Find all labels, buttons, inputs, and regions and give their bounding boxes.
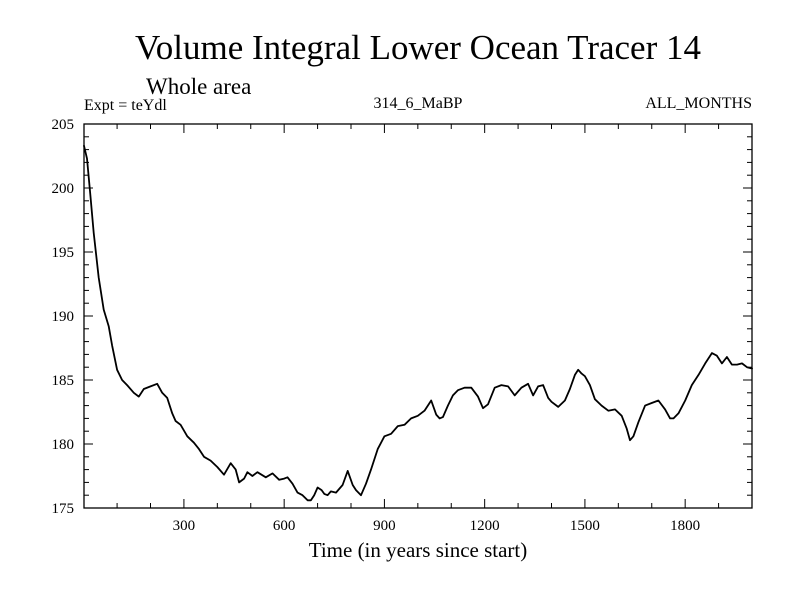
chart-title: Volume Integral Lower Ocean Tracer 14	[135, 28, 701, 67]
y-tick-label: 200	[52, 181, 75, 197]
y-tick-label: 195	[52, 245, 75, 261]
expt-label: Expt = teYdl	[84, 97, 167, 114]
x-tick-label: 1500	[570, 518, 600, 534]
x-axis-ticks	[116, 124, 720, 508]
series-line-teYdl	[83, 144, 753, 502]
chart-subtitle: Whole area	[146, 74, 251, 99]
plot-frame	[83, 123, 753, 509]
y-axis-ticks	[84, 136, 752, 496]
x-axis-tick-labels: 300 600 900 1200 1500 1800	[173, 518, 701, 534]
x-tick-label: 1800	[670, 518, 700, 534]
x-axis-label: Time (in years since start)	[309, 538, 528, 562]
y-tick-label: 185	[52, 373, 75, 389]
x-tick-label: 300	[173, 518, 196, 534]
run-label: 314_6_MaBP	[374, 95, 463, 112]
months-label: ALL_MONTHS	[645, 95, 752, 112]
x-tick-label: 1200	[470, 518, 500, 534]
x-tick-label: 600	[273, 518, 296, 534]
x-tick-label: 900	[373, 518, 396, 534]
y-tick-label: 180	[52, 437, 75, 453]
y-tick-label: 175	[52, 501, 75, 517]
y-tick-label: 205	[52, 117, 75, 133]
y-axis-tick-labels: 175 180 185 190 195 200 205	[52, 117, 75, 517]
y-tick-label: 190	[52, 309, 75, 325]
